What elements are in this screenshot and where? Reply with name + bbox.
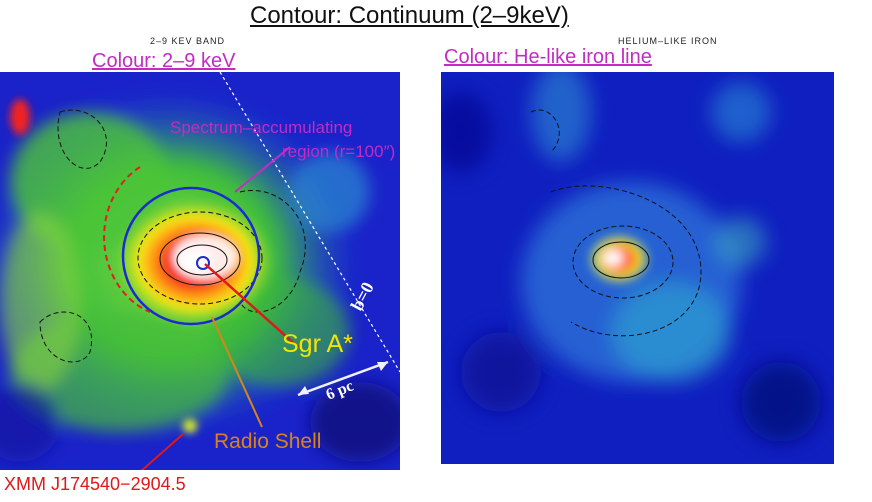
left-panel-image — [0, 72, 400, 470]
scale-arrow — [297, 360, 389, 397]
right-panel-image — [441, 72, 834, 464]
galactic-plane-line — [219, 72, 400, 373]
right-colour-label: Colour: He-like iron line — [444, 46, 652, 68]
spectrum-region-circle — [121, 186, 261, 326]
sgr-a-label: Sgr A* — [282, 330, 353, 358]
radio-shell-arc — [103, 166, 151, 313]
region-label-line2: region (r=100″) — [282, 142, 396, 161]
region-label-line1: Spectrum–accumulating — [170, 118, 353, 137]
radio-shell-label: Radio Shell — [214, 430, 322, 453]
left-colour-label: Colour: 2–9 keV — [92, 50, 236, 72]
right-contour-line — [592, 241, 650, 279]
contour-line — [159, 232, 241, 286]
xmm-source-label: XMM J174540−2904.5 — [4, 474, 186, 494]
right-panel-caption: HELIUM–LIKE IRON — [618, 36, 718, 46]
left-panel-caption: 2–9 KEV BAND — [150, 36, 226, 46]
figure-title: Contour: Continuum (2–9keV) — [250, 2, 569, 29]
